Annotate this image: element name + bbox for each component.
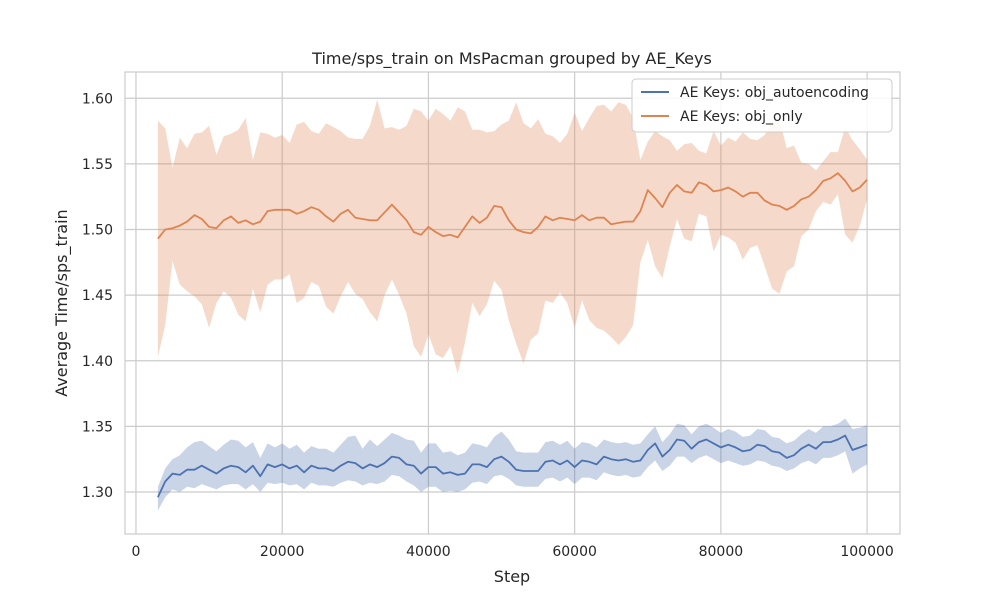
y-tick-label: 1.45 — [82, 288, 113, 304]
grid — [125, 72, 900, 534]
series-line-obj-only — [157, 172, 868, 240]
plot-area — [124, 71, 901, 535]
y-tick-label: 1.30 — [82, 485, 113, 501]
y-tick-label: 1.60 — [82, 91, 113, 107]
x-tick-label: 20000 — [260, 544, 305, 560]
y-tick-label: 1.50 — [82, 223, 113, 239]
x-tick-label: 0 — [132, 544, 141, 560]
legend-label-obj-only: AE Keys: obj_only — [680, 109, 803, 125]
y-tick-label: 1.35 — [82, 419, 113, 435]
x-axis-ticks: 0 20000 40000 60000 80000 100000 — [132, 544, 894, 560]
chart-title: Time/sps_train on MsPacman grouped by AE… — [311, 49, 712, 69]
y-axis-ticks: 1.30 1.35 1.40 1.45 1.50 1.55 1.60 — [82, 91, 113, 501]
x-tick-label: 80000 — [699, 544, 744, 560]
y-tick-label: 1.40 — [82, 354, 113, 370]
legend: AE Keys: obj_autoencoding AE Keys: obj_on… — [631, 78, 893, 133]
y-axis-label: Average Time/sps_train — [52, 209, 72, 396]
y-tick-label: 1.55 — [82, 157, 113, 173]
x-tick-label: 60000 — [552, 544, 597, 560]
x-tick-label: 100000 — [840, 544, 893, 560]
plot-background — [125, 72, 900, 534]
x-axis-label: Step — [494, 567, 530, 586]
legend-box — [631, 78, 893, 133]
legend-label-autoencoding: AE Keys: obj_autoencoding — [680, 85, 869, 101]
plot-frame — [124, 71, 901, 535]
series-lines — [157, 172, 868, 498]
series-line-autoencoding — [157, 434, 868, 498]
confidence-band-obj-only — [157, 99, 868, 374]
x-tick-label: 40000 — [406, 544, 451, 560]
